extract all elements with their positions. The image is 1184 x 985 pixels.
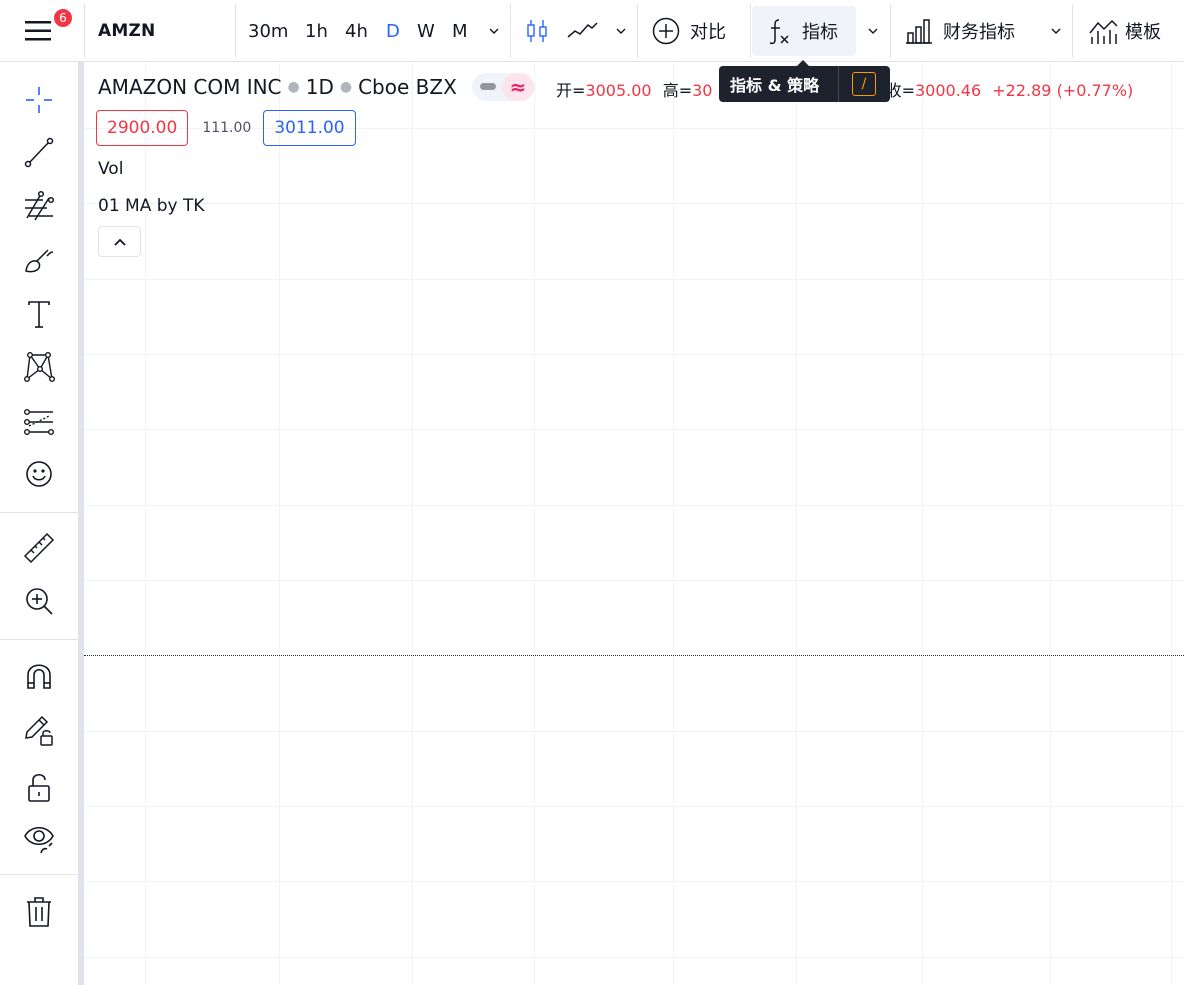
trash-icon [27, 897, 51, 927]
market-status[interactable]: ≈ [472, 73, 534, 101]
chart-type-line-button[interactable] [566, 0, 598, 62]
separator-dot: ● [339, 79, 353, 95]
symbol-description: AMAZON COM INC [98, 75, 282, 99]
prediction-tool[interactable] [19, 402, 59, 442]
toolbar-divider[interactable] [78, 62, 84, 985]
market-closed-icon [480, 83, 496, 90]
indicators-label: 指标 [802, 22, 838, 43]
hamburger-icon [25, 21, 51, 41]
templates-icon [1089, 19, 1118, 44]
interval-4h[interactable]: 4h [345, 20, 368, 42]
separator-dot: ● [287, 79, 300, 95]
study-legend-ma[interactable]: 01 MA by TK [98, 196, 205, 216]
lock-drawings-icon [25, 715, 53, 746]
last-price-line [84, 655, 1184, 656]
templates-button[interactable]: 模板 [1088, 0, 1161, 62]
buy-sell-buttons: 2900.00 111.00 3011.00 [96, 110, 356, 146]
templates-label: 模板 [1125, 22, 1161, 43]
open-value: 3005.00 [585, 81, 652, 100]
plus-circle-icon [652, 17, 680, 45]
change-percent: (+0.77%) [1056, 81, 1134, 100]
text-icon [28, 301, 50, 328]
study-legend-volume[interactable]: Vol [98, 159, 124, 179]
interval-w[interactable]: W [417, 20, 435, 42]
interval-m[interactable]: M [452, 20, 468, 42]
pattern-icon [24, 352, 56, 383]
spread-value: 111.00 [202, 120, 252, 136]
chevron-down-icon [489, 28, 499, 34]
trend-line-icon [24, 137, 54, 168]
crosshair-icon [26, 87, 52, 113]
interval-30m[interactable]: 30m [248, 20, 289, 42]
fib-retracement-tool[interactable] [19, 186, 59, 226]
legend-interval: 1D [305, 75, 334, 99]
high-value: 30 [692, 81, 713, 100]
chart-type-dropdown-button[interactable] [614, 0, 628, 62]
patterns-tool[interactable] [19, 347, 59, 387]
open-label: 开= [556, 81, 586, 100]
compare-label: 对比 [690, 22, 726, 43]
fib-retracement-icon [25, 190, 55, 221]
high-label: 高= [662, 81, 693, 100]
tooltip-divider [838, 66, 839, 102]
line-chart-icon [567, 22, 598, 38]
change-value: +22.89 [992, 81, 1052, 100]
magnet-tool[interactable] [19, 656, 59, 696]
function-icon [769, 19, 789, 45]
trend-line-tool[interactable] [19, 132, 59, 172]
interval-d[interactable]: D [386, 20, 400, 42]
chart-type-candles-button[interactable] [523, 0, 551, 62]
unlock-tool[interactable] [19, 767, 59, 807]
financials-button[interactable]: 财务指标 [904, 0, 1015, 62]
bar-chart-icon [906, 19, 932, 44]
legend-exchange: Cboe BZX [358, 75, 457, 99]
ruler-tool[interactable] [19, 528, 59, 568]
eye-icon [24, 826, 54, 854]
interval-1h[interactable]: 1h [305, 20, 328, 42]
chevron-up-icon [113, 238, 126, 246]
chevron-down-icon [616, 28, 626, 34]
buy-button[interactable]: 3011.00 [263, 110, 356, 146]
ohlc-values: 开=3005.00 高=30 收=3000.46 +22.89 (+0.77%) [556, 77, 1133, 101]
lock-drawings-tool[interactable] [19, 710, 59, 750]
brush-icon [25, 249, 54, 273]
drawing-toolbar [0, 62, 78, 985]
main-menu-button[interactable] [0, 0, 78, 62]
close-label: 收= [885, 81, 915, 100]
indicators-button[interactable]: 指标 [752, 6, 856, 56]
unlock-icon [28, 773, 50, 802]
indicators-dropdown-button[interactable] [866, 0, 880, 62]
intervals-dropdown-button[interactable] [487, 0, 501, 62]
zoom-in-tool[interactable] [19, 581, 59, 621]
chart-pane[interactable]: AMAZON COM INC ● 1D ● Cboe BZX ≈ 开=3005.… [84, 63, 1184, 985]
magnet-icon [27, 664, 51, 689]
brush-tool[interactable] [19, 240, 59, 280]
compare-button[interactable]: 对比 [651, 0, 726, 62]
text-tool[interactable] [19, 294, 59, 334]
symbol-search-button[interactable]: AMZN [98, 21, 156, 41]
zoom-in-icon [26, 588, 53, 615]
close-value: 3000.46 [914, 81, 982, 100]
collapse-legend-button[interactable] [98, 226, 141, 257]
hide-drawings-tool[interactable] [19, 818, 59, 858]
tooltip-text: 指标 & 策略 [730, 76, 820, 95]
ruler-icon [23, 532, 55, 564]
prediction-icon [24, 408, 55, 436]
chevron-down-icon [1051, 28, 1061, 34]
notification-badge: 6 [52, 7, 74, 29]
top-toolbar: 6 AMZN 30m 1h 4h D W M 对比 [0, 0, 1184, 62]
candles-icon [527, 20, 547, 42]
crosshair-tool[interactable] [19, 80, 59, 120]
remove-drawings-tool[interactable] [19, 892, 59, 932]
emoji-tool[interactable] [19, 454, 59, 494]
emoji-icon [26, 461, 52, 487]
tooltip-shortcut-key: / [852, 72, 876, 96]
chevron-down-icon [868, 28, 878, 34]
series-legend-title[interactable]: AMAZON COM INC ● 1D ● Cboe BZX [98, 75, 457, 99]
indicators-tooltip: 指标 & 策略 / [719, 60, 890, 102]
financials-label: 财务指标 [943, 22, 1015, 43]
financials-dropdown-button[interactable] [1049, 0, 1063, 62]
sell-button[interactable]: 2900.00 [96, 110, 189, 146]
delayed-data-icon: ≈ [502, 73, 534, 101]
